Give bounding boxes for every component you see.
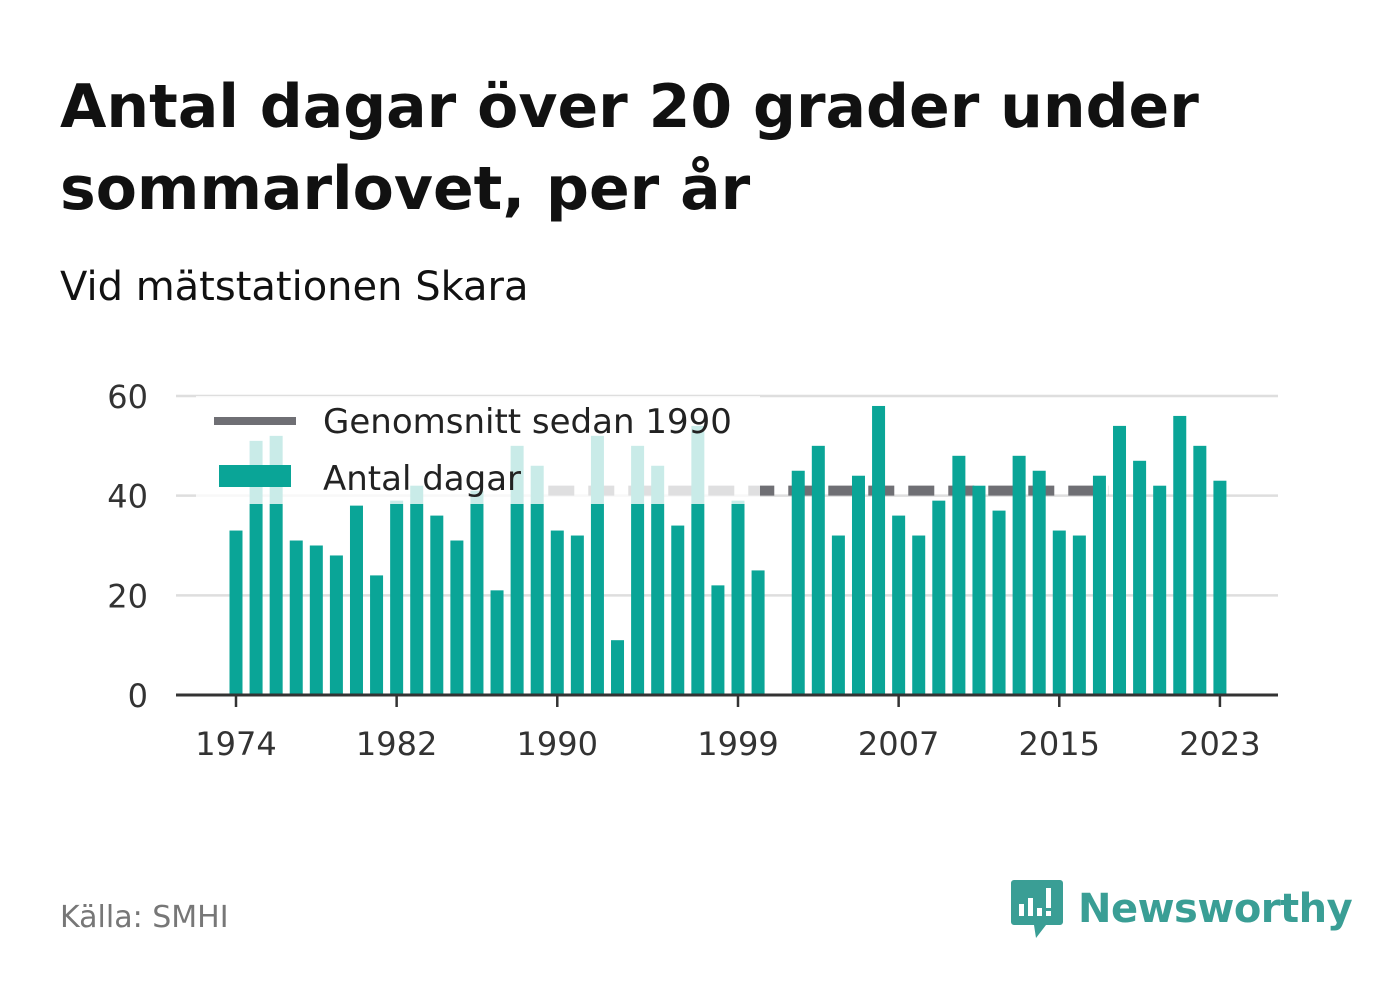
bar (329, 555, 343, 695)
chart-subtitle: Vid mätstationen Skara (60, 264, 529, 310)
bar (1193, 445, 1207, 695)
bar (932, 500, 946, 695)
y-tick-label: 0 (128, 677, 148, 715)
bar (1213, 480, 1227, 695)
bar (309, 545, 323, 695)
y-tick-label: 40 (107, 478, 148, 516)
bar (1012, 455, 1026, 695)
bar (430, 515, 444, 695)
bar (570, 535, 584, 695)
newsworthy-logo: Newsworthy (1010, 878, 1353, 940)
bar (731, 500, 745, 695)
bar (510, 445, 524, 695)
bar (1072, 535, 1086, 695)
bar (370, 575, 384, 695)
legend-label-average: Genomsnitt sedan 1990 (323, 402, 732, 442)
bar (550, 530, 564, 695)
bar (289, 540, 303, 695)
bar (972, 485, 986, 695)
bar (892, 515, 906, 695)
x-tick-label: 2007 (858, 725, 939, 763)
legend-label-bars: Antal dagar (323, 459, 521, 499)
bar (249, 440, 263, 695)
bar (992, 510, 1006, 695)
x-tick-label: 2023 (1179, 725, 1260, 763)
bar (651, 465, 665, 695)
x-tick-label: 1982 (356, 725, 437, 763)
bar (1173, 415, 1187, 695)
bar-chart: 0 20 40 60 1974 1982 1990 1999 2007 2015 2023 Geno… (107, 378, 1278, 763)
x-tick-label: 1990 (517, 725, 598, 763)
x-tick-label: 1999 (697, 725, 778, 763)
bar (530, 465, 544, 695)
bar (711, 585, 725, 695)
bar (611, 640, 625, 695)
bar (751, 570, 765, 695)
bar (1052, 530, 1066, 695)
y-tick-label: 60 (107, 378, 148, 416)
bar-chart-icon (1011, 880, 1063, 938)
bar (1153, 485, 1167, 695)
bar (811, 445, 825, 695)
bar (390, 500, 404, 695)
logo-text: Newsworthy (1078, 886, 1353, 932)
bar (229, 530, 243, 695)
bar (349, 505, 363, 695)
bar (912, 535, 926, 695)
bar (1032, 470, 1046, 695)
x-tick-label: 1974 (195, 725, 276, 763)
bar (952, 455, 966, 695)
bar (1133, 460, 1147, 695)
legend: Genomsnitt sedan 1990 Antal dagar (196, 396, 760, 504)
source-note: Källa: SMHI (60, 900, 229, 935)
x-tick-label: 2015 (1019, 725, 1100, 763)
bar (631, 445, 645, 695)
bar (410, 485, 424, 695)
bar (791, 470, 805, 695)
chart-title: Antal dagar över 20 grader under sommarl… (60, 72, 1199, 224)
bar (490, 590, 504, 695)
y-tick-label: 20 (107, 577, 148, 615)
bar (851, 475, 865, 695)
bar (831, 535, 845, 695)
bar (470, 490, 484, 695)
bar (450, 540, 464, 695)
bar (872, 405, 886, 695)
bar (671, 525, 685, 695)
bar (1092, 475, 1106, 695)
legend-swatch-bars (219, 465, 291, 487)
bar (1113, 425, 1127, 695)
axes: 0 20 40 60 1974 1982 1990 1999 2007 2015 2023 (107, 378, 1278, 763)
bars (229, 405, 1227, 695)
